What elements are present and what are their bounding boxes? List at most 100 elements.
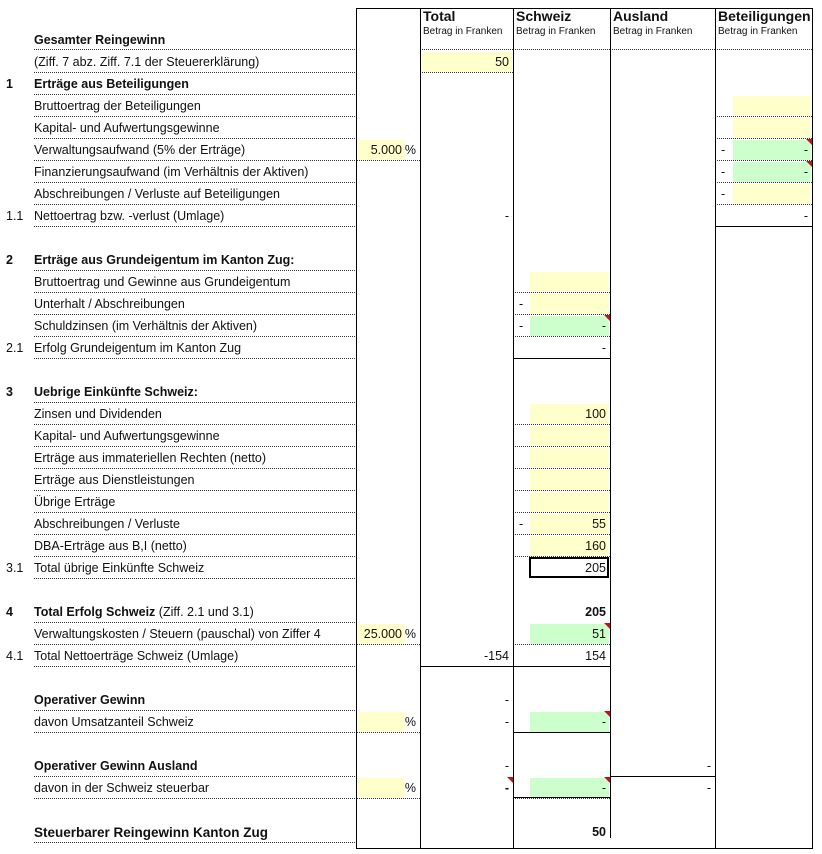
schweiz-cell[interactable]: - [513, 777, 610, 799]
schweiz-cell: - [513, 337, 610, 358]
column-subtitle: Betrag in Franken [423, 26, 503, 37]
row-number: 2 [6, 253, 13, 267]
row-label: DBA-Erträge aus B,I (netto) [34, 539, 187, 553]
table-row: Schuldzinsen (im Verhältnis der Aktiven)… [0, 315, 822, 337]
cell-divider [513, 468, 610, 469]
schweiz-cell[interactable]: 160 [513, 535, 610, 557]
table-row: 1.1 Nettoertrag bzw. -verlust (Umlage) - - [0, 205, 822, 227]
pct-cell[interactable]: % [356, 777, 420, 799]
row-divider [34, 72, 355, 73]
input-fill [530, 514, 609, 534]
schweiz-cell[interactable] [513, 491, 610, 513]
label-text: Finanzierungsaufwand (im Verhältnis der … [34, 165, 309, 179]
pct-cell[interactable]: % [356, 711, 420, 733]
table-row: Unterhalt / Abschreibungen - [0, 293, 822, 315]
row-divider [34, 798, 355, 799]
schweiz-cell[interactable]: -- [513, 315, 610, 337]
grid-line [356, 848, 813, 849]
blank-row [0, 359, 822, 381]
table-row: 4 Total Erfolg Schweiz (Ziff. 2.1 und 3.1… [0, 601, 822, 623]
divider [610, 49, 715, 50]
cell-value: - [706, 759, 711, 773]
row-label: Erträge aus Beteiligungen [34, 77, 189, 91]
schweiz-cell[interactable] [513, 469, 610, 491]
schweiz-cell: 154 [513, 645, 610, 666]
cell-value: - [504, 759, 509, 773]
column-header-ausland: Ausland Betrag in Franken [613, 8, 693, 37]
percent-unit: % [404, 627, 416, 641]
beteil-cell[interactable] [715, 95, 812, 117]
comment-indicator [604, 777, 610, 783]
column-border [420, 8, 421, 848]
table-row: Kapital- und Aufwertungsgewinne [0, 117, 822, 139]
dash: - [519, 319, 524, 333]
row-label: Bruttoertrag der Beteiligungen [34, 99, 201, 113]
row-divider [34, 468, 355, 469]
column-title: Total [423, 8, 456, 24]
beteil-cell[interactable] [715, 117, 812, 139]
table-row: Kapital- und Aufwertungsgewinne [0, 425, 822, 447]
column-subtitle: Betrag in Franken [516, 26, 596, 37]
schweiz-cell[interactable] [513, 425, 610, 447]
total-cell: - [420, 777, 513, 798]
label-text: Verwaltungsaufwand (5% der Erträge) [34, 143, 246, 157]
cell-divider [420, 72, 513, 73]
row-label: Kapital- und Aufwertungsgewinne [34, 121, 220, 135]
row-label: Schuldzinsen (im Verhältnis der Aktiven) [34, 319, 257, 333]
table-row: Operativer Gewinn Ausland - - [0, 755, 822, 777]
schweiz-cell[interactable]: - 55 [513, 513, 610, 535]
schweiz-cell[interactable]: 100 [513, 403, 610, 425]
schweiz-cell[interactable]: - [513, 711, 610, 733]
schweiz-cell[interactable]: - [513, 293, 610, 315]
row-divider [34, 94, 355, 95]
table-row: (Ziff. 7 abz. Ziff. 7.1 der Steuererklär… [0, 51, 822, 73]
row-label: Total Erfolg Schweiz (Ziff. 2.1 und 3.1) [34, 605, 254, 619]
cell-divider [715, 182, 812, 183]
row-divider [34, 336, 355, 337]
row-label: Verwaltungsaufwand (5% der Erträge) [34, 143, 245, 157]
row-label: Abschreibungen / Verluste [34, 517, 180, 531]
cell-value: 51 [592, 627, 606, 641]
table-row: 2.1 Erfolg Grundeigentum im Kanton Zug - [0, 337, 822, 359]
row-divider [34, 424, 355, 425]
cell-value: 205 [585, 605, 606, 619]
dash: - [519, 517, 524, 531]
label-text: Nettoertrag bzw. -verlust (Umlage) [34, 209, 225, 223]
comment-indicator [507, 777, 513, 783]
row-divider [34, 204, 355, 205]
ausland-cell: - [610, 777, 715, 798]
table-row: 1 Erträge aus Beteiligungen [0, 73, 822, 95]
row-divider [34, 292, 355, 293]
schweiz-cell[interactable] [513, 447, 610, 469]
beteil-cell[interactable]: -- [715, 139, 812, 161]
cell-divider [513, 644, 610, 645]
row-label: Erträge aus immateriellen Rechten (netto… [34, 451, 266, 465]
row-divider [34, 710, 355, 711]
beteil-cell[interactable]: - [715, 183, 812, 205]
table-row: Abschreibungen / Verluste - 55 [0, 513, 822, 535]
schweiz-cell: 50 [513, 821, 610, 842]
input-fill [356, 140, 405, 160]
table-row: DBA-Erträge aus B,I (netto) 160 [0, 535, 822, 557]
table-row: Verwaltungsaufwand (5% der Erträge) 5.000… [0, 139, 822, 161]
column-subtitle: Betrag in Franken [718, 26, 798, 37]
row-label: Unterhalt / Abschreibungen [34, 297, 185, 311]
schweiz-cell[interactable]: 51 [513, 623, 610, 645]
cell-value: 50 [592, 825, 606, 839]
cell-value: 100 [585, 407, 606, 421]
label-text: Abschreibungen / Verluste auf Beteiligun… [34, 187, 281, 201]
total-cell[interactable]: 50 [420, 51, 513, 73]
selected-cell[interactable] [529, 557, 609, 578]
row-label: Steuerbarer Reingewinn Kanton Zug [34, 825, 268, 840]
label-text: Total Erfolg Schweiz [34, 605, 156, 619]
pct-cell[interactable]: 25.000% [356, 623, 420, 645]
beteil-cell[interactable]: -- [715, 161, 812, 183]
row-label: Total Nettoerträge Schweiz (Umlage) [34, 649, 238, 663]
schweiz-cell[interactable] [513, 271, 610, 293]
table-row: Finanzierungsaufwand (im Verhältnis der … [0, 161, 822, 183]
percent-unit: % [404, 143, 416, 157]
pct-cell[interactable]: 5.000% [356, 139, 420, 161]
row-label: Abschreibungen / Verluste auf Beteiligun… [34, 187, 280, 201]
input-fill [733, 118, 811, 138]
input-fill [530, 712, 609, 732]
